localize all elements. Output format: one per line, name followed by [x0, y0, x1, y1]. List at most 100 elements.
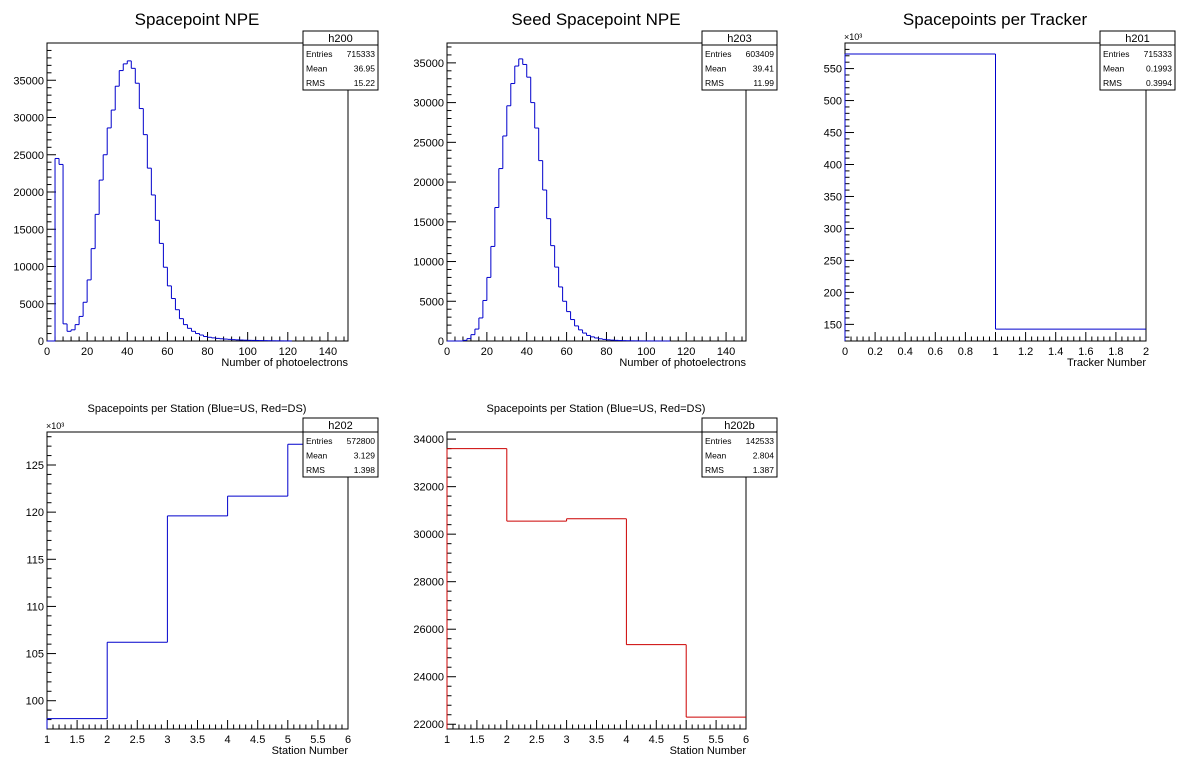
- y-tick-label: 120: [26, 507, 44, 519]
- y-tick-label: 15000: [13, 224, 44, 236]
- x-tick-label: 1.5: [69, 734, 84, 746]
- x-tick-label: 60: [161, 346, 173, 358]
- x-tick-label: 40: [521, 346, 533, 358]
- x-tick-label: 100: [238, 346, 256, 358]
- x-tick-label: 2: [1143, 346, 1149, 358]
- x-tick-label: 4: [225, 734, 231, 746]
- x-axis-title: Station Number: [670, 745, 747, 757]
- stats-value: 3.129: [354, 451, 376, 461]
- stats-label: Mean: [306, 64, 328, 74]
- chart-title: Spacepoints per Tracker: [903, 10, 1088, 29]
- y-tick-label: 200: [824, 287, 842, 299]
- x-tick-label: 4.5: [250, 734, 265, 746]
- y-tick-label: 30000: [13, 113, 44, 125]
- stats-value: 1.398: [354, 465, 376, 475]
- y-tick-label: 20000: [13, 187, 44, 199]
- stats-label: RMS: [306, 78, 325, 88]
- x-tick-label: 3.5: [190, 734, 205, 746]
- stats-value: 142533: [746, 436, 775, 446]
- y-tick-label: 100: [26, 696, 44, 708]
- y-tick-label: 22000: [413, 719, 444, 731]
- plot-frame: [446, 42, 747, 342]
- stats-value: 36.95: [354, 64, 376, 74]
- x-axis-title: Number of photoelectrons: [221, 357, 348, 369]
- x-axis-title: Tracker Number: [1067, 357, 1146, 369]
- y-tick-label: 35000: [413, 58, 444, 70]
- x-tick-label: 3: [164, 734, 170, 746]
- stats-label: Entries: [705, 49, 731, 59]
- x-tick-label: 3: [564, 734, 570, 746]
- histogram-series: [844, 53, 1146, 341]
- chart-title: Spacepoint NPE: [135, 10, 260, 29]
- x-tick-label: 1: [444, 734, 450, 746]
- x-tick-label: 1.5: [469, 734, 484, 746]
- stats-value: 603409: [746, 49, 775, 59]
- y-exponent: ×10³: [46, 421, 64, 431]
- y-tick-label: 24000: [413, 672, 444, 684]
- stats-label: Entries: [306, 436, 332, 446]
- x-tick-label: 0.6: [928, 346, 943, 358]
- y-tick-label: 110: [26, 601, 44, 613]
- chart-title: Seed Spacepoint NPE: [511, 10, 680, 29]
- stats-label: Mean: [306, 451, 328, 461]
- stats-value: 715333: [347, 49, 376, 59]
- stats-box-frame: [302, 30, 379, 91]
- x-tick-label: 3.5: [589, 734, 604, 746]
- stats-name: h202b: [724, 420, 755, 432]
- stats-value: 2.804: [753, 451, 775, 461]
- stats-label: Entries: [1103, 49, 1129, 59]
- chart-h201: Spacepoints per Tracker 0 0.2 0.4 0.6 0.8 1 1.2…: [824, 10, 1176, 369]
- y-tick-label: 30000: [413, 529, 444, 541]
- y-tick-label: 0: [438, 336, 444, 348]
- x-tick-label: 100: [637, 346, 655, 358]
- x-tick-label: 0.2: [867, 346, 882, 358]
- stats-label: Mean: [705, 451, 727, 461]
- stats-label: RMS: [306, 465, 325, 475]
- stats-box: h202b Entries 142533 Mean 2.804 RMS 1.387: [701, 417, 778, 478]
- x-tick-label: 0: [444, 346, 450, 358]
- y-tick-label: 26000: [413, 624, 444, 636]
- stats-value: 39.41: [753, 64, 775, 74]
- x-tick-label: 2: [104, 734, 110, 746]
- stats-value: 1.387: [753, 465, 775, 475]
- stats-box-frame: [1099, 30, 1176, 91]
- histogram-series: [447, 58, 671, 342]
- y-tick-label: 25000: [413, 137, 444, 149]
- stats-label: Mean: [705, 64, 727, 74]
- x-tick-label: 0: [842, 346, 848, 358]
- stats-label: RMS: [705, 78, 724, 88]
- x-tick-label: 0: [44, 346, 50, 358]
- x-axis-title: Number of photoelectrons: [619, 357, 746, 369]
- x-tick-label: 140: [717, 346, 735, 358]
- stats-name: h201: [1125, 33, 1149, 45]
- y-tick-label: 350: [824, 191, 842, 203]
- y-tick-label: 250: [824, 255, 842, 267]
- x-tick-label: 1.4: [1048, 346, 1063, 358]
- x-tick-label: 20: [81, 346, 93, 358]
- x-tick-label: 2.5: [529, 734, 544, 746]
- y-tick-label: 300: [824, 223, 842, 235]
- y-tick-label: 115: [26, 554, 44, 566]
- y-tick-label: 34000: [413, 434, 444, 446]
- stats-name: h203: [727, 33, 751, 45]
- y-tick-label: 550: [824, 64, 842, 76]
- stats-box: h202 Entries 572800 Mean 3.129 RMS 1.398: [302, 417, 379, 478]
- x-tick-label: 0.4: [898, 346, 913, 358]
- y-tick-label: 5000: [20, 299, 44, 311]
- chart-h202b: Spacepoints per Station (Blue=US, Red=DS…: [413, 403, 778, 757]
- x-tick-label: 20: [481, 346, 493, 358]
- stats-label: Entries: [705, 436, 731, 446]
- y-tick-label: 500: [824, 96, 842, 108]
- y-tick-label: 20000: [413, 177, 444, 189]
- x-tick-label: 60: [560, 346, 572, 358]
- x-tick-label: 2: [504, 734, 510, 746]
- stats-value: 11.99: [753, 78, 774, 88]
- chart-h200: Spacepoint NPE 0 20 40 60 80 100 120 140 0 5000 100…: [13, 10, 379, 369]
- y-tick-label: 35000: [13, 75, 44, 87]
- stats-label: RMS: [705, 465, 724, 475]
- y-tick-label: 10000: [13, 262, 44, 274]
- y-tick-label: 10000: [413, 257, 444, 269]
- x-tick-label: 1.6: [1078, 346, 1093, 358]
- x-tick-label: 1: [992, 346, 998, 358]
